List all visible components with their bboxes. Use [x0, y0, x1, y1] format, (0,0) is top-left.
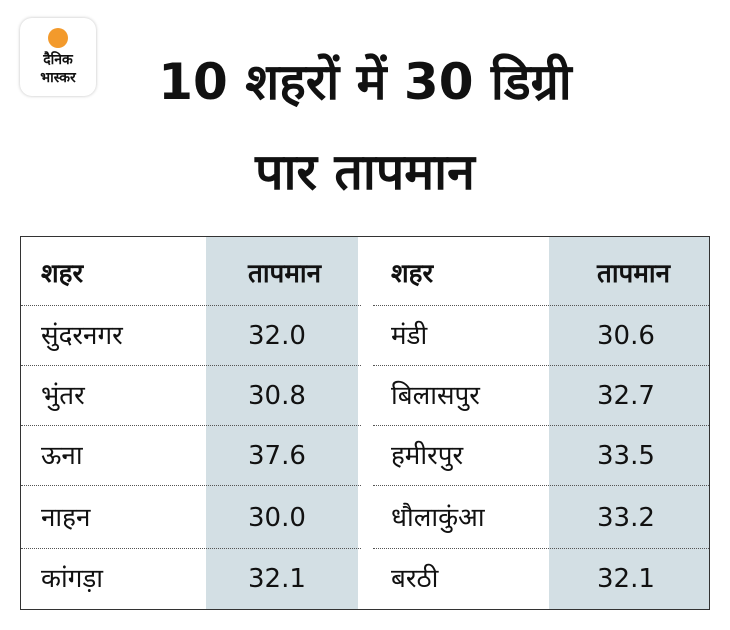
city-cell: बिलासपुर	[391, 381, 480, 411]
logo-line-1: दैनिक	[43, 52, 73, 68]
temperature-cell: 32.1	[248, 564, 306, 594]
page-title-line-1: 10 शहरों में 30 डिग्री	[158, 53, 572, 111]
city-cell: बरठी	[391, 564, 439, 594]
city-cell: कांगड़ा	[41, 564, 103, 594]
temperature-cell: 32.0	[248, 321, 306, 351]
temperature-cell: 32.7	[597, 381, 655, 411]
sun-icon	[48, 28, 68, 48]
column-header: तापमान	[248, 258, 322, 289]
city-cell: भुंतर	[41, 381, 85, 411]
temperature-cell: 32.1	[597, 564, 655, 594]
temperature-cell: 33.5	[597, 441, 655, 471]
row-divider	[21, 425, 361, 426]
column-header: शहर	[41, 258, 84, 289]
city-cell: सुंदरनगर	[41, 321, 123, 351]
row-divider	[373, 365, 709, 366]
city-cell: मंडी	[391, 321, 428, 351]
row-divider	[21, 548, 361, 549]
row-divider	[21, 365, 361, 366]
city-cell: धौलाकुंआ	[391, 502, 485, 533]
row-divider	[21, 305, 361, 306]
temperature-cell: 37.6	[248, 441, 306, 471]
temperature-cell: 30.8	[248, 381, 306, 411]
city-cell: नाहन	[41, 502, 91, 533]
shaded-column-left	[206, 237, 358, 609]
temperature-cell: 30.0	[248, 502, 306, 533]
shaded-column-right	[549, 237, 709, 609]
row-divider	[373, 548, 709, 549]
city-cell: ऊना	[41, 441, 83, 471]
temperature-table: शहर तापमान शहर तापमान सुंदरनगर 32.0 मंडी 30.6 भु…	[20, 236, 710, 610]
page-title-line-2: पार तापमान	[255, 143, 475, 201]
row-divider	[373, 305, 709, 306]
logo-line-2: भास्कर	[40, 70, 76, 86]
column-header: शहर	[391, 258, 434, 289]
dainik-bhaskar-logo: दैनिक भास्कर	[20, 18, 96, 96]
row-divider	[373, 485, 709, 486]
temperature-cell: 30.6	[597, 321, 655, 351]
temperature-cell: 33.2	[597, 502, 655, 533]
row-divider	[21, 485, 361, 486]
city-cell: हमीरपुर	[391, 441, 464, 471]
row-divider	[373, 425, 709, 426]
column-header: तापमान	[597, 258, 671, 289]
